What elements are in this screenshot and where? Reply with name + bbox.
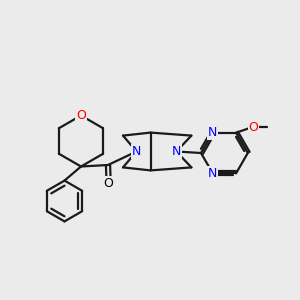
- Text: N: N: [208, 167, 218, 180]
- Text: O: O: [76, 109, 86, 122]
- Text: N: N: [172, 145, 181, 158]
- Text: N: N: [208, 126, 218, 139]
- Text: O: O: [104, 177, 113, 190]
- Text: O: O: [249, 121, 258, 134]
- Text: N: N: [132, 145, 141, 158]
